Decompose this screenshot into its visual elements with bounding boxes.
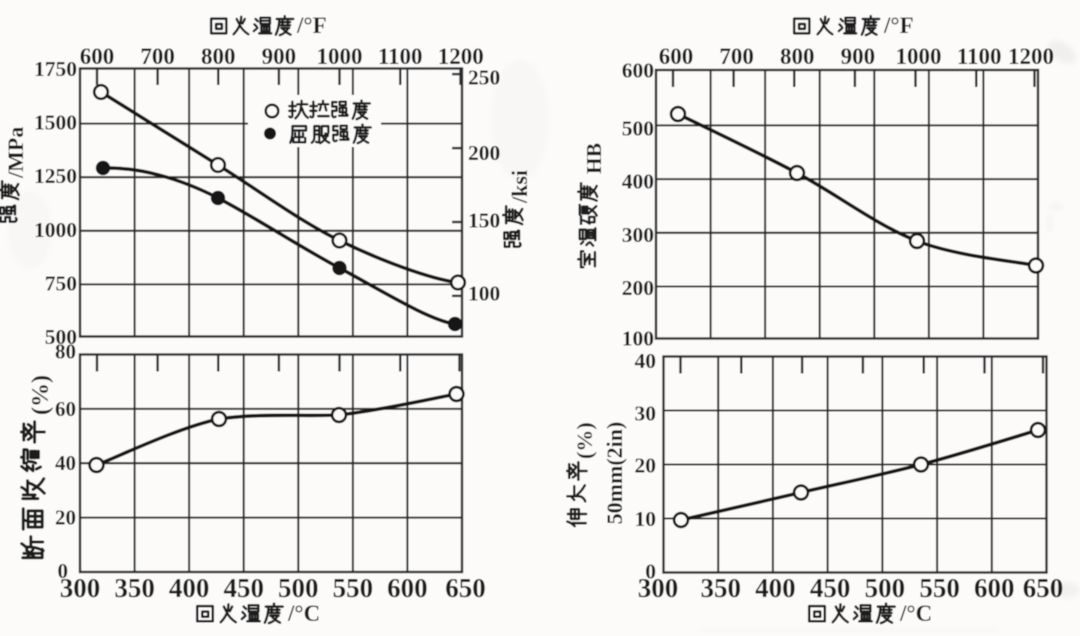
svg-text:650: 650 [1023, 573, 1064, 603]
svg-text:1000: 1000 [317, 44, 363, 69]
svg-text:/ksi: /ksi [507, 170, 532, 204]
svg-text:/MPa: /MPa [3, 127, 28, 179]
svg-text:650: 650 [445, 573, 486, 603]
svg-text:1000: 1000 [896, 44, 942, 69]
svg-text:1750: 1750 [34, 57, 77, 81]
svg-text:80: 80 [55, 340, 76, 364]
svg-text:100: 100 [468, 282, 500, 306]
svg-text:40: 40 [55, 451, 76, 475]
svg-text:400: 400 [755, 573, 796, 603]
svg-text:750: 750 [45, 271, 77, 295]
svg-text:1100: 1100 [957, 44, 1002, 69]
svg-text:20: 20 [635, 454, 657, 478]
svg-text:400: 400 [622, 170, 654, 194]
svg-text:/°F: /°F [296, 13, 327, 38]
svg-text:300: 300 [622, 223, 654, 247]
svg-text:700: 700 [140, 44, 175, 69]
svg-text:0: 0 [58, 559, 69, 583]
svg-text:500: 500 [622, 117, 654, 141]
svg-text:40: 40 [635, 349, 657, 373]
svg-text:600: 600 [659, 44, 694, 69]
svg-text:(%): (%) [28, 375, 54, 415]
svg-text:1250: 1250 [34, 164, 77, 188]
svg-text:550: 550 [333, 573, 374, 603]
svg-text:900: 900 [262, 44, 297, 69]
svg-text:1100: 1100 [378, 44, 423, 69]
svg-text:/°C: /°C [899, 601, 932, 626]
svg-text:500: 500 [45, 325, 77, 349]
svg-text:/°F: /°F [883, 13, 914, 38]
svg-text:20: 20 [55, 506, 76, 530]
svg-text:1200: 1200 [438, 44, 484, 69]
svg-text:400: 400 [169, 573, 210, 603]
svg-text:10: 10 [635, 507, 657, 531]
svg-text:150: 150 [468, 209, 500, 233]
svg-text:1000: 1000 [34, 218, 77, 242]
svg-text:300: 300 [638, 573, 679, 603]
svg-text:450: 450 [810, 573, 851, 603]
svg-text:1200: 1200 [1008, 44, 1054, 69]
svg-text:300: 300 [60, 573, 101, 603]
svg-text:1500: 1500 [34, 111, 77, 135]
svg-text:350: 350 [700, 573, 741, 603]
svg-text:50mm(2in): 50mm(2in) [602, 422, 627, 525]
svg-text:200: 200 [622, 276, 654, 300]
svg-text:100: 100 [622, 327, 654, 351]
svg-text:700: 700 [719, 44, 754, 69]
svg-text:800: 800 [780, 44, 815, 69]
svg-text:/°C: /°C [287, 601, 320, 626]
svg-text:600: 600 [622, 59, 654, 83]
svg-text:500: 500 [278, 573, 319, 603]
svg-text:900: 900 [841, 44, 876, 69]
svg-text:60: 60 [55, 397, 76, 421]
svg-text:(%): (%) [572, 422, 597, 459]
svg-text:600: 600 [974, 573, 1015, 603]
svg-text:450: 450 [223, 573, 264, 603]
svg-text:250: 250 [468, 66, 500, 90]
svg-text:HB: HB [582, 143, 606, 174]
svg-text:600: 600 [387, 573, 428, 603]
svg-text:0: 0 [645, 560, 656, 584]
svg-text:500: 500 [865, 573, 906, 603]
svg-text:200: 200 [468, 141, 500, 165]
svg-text:550: 550 [919, 573, 960, 603]
svg-text:30: 30 [635, 402, 657, 426]
svg-text:600: 600 [80, 44, 115, 69]
svg-text:350: 350 [114, 573, 155, 603]
svg-text:800: 800 [201, 44, 236, 69]
